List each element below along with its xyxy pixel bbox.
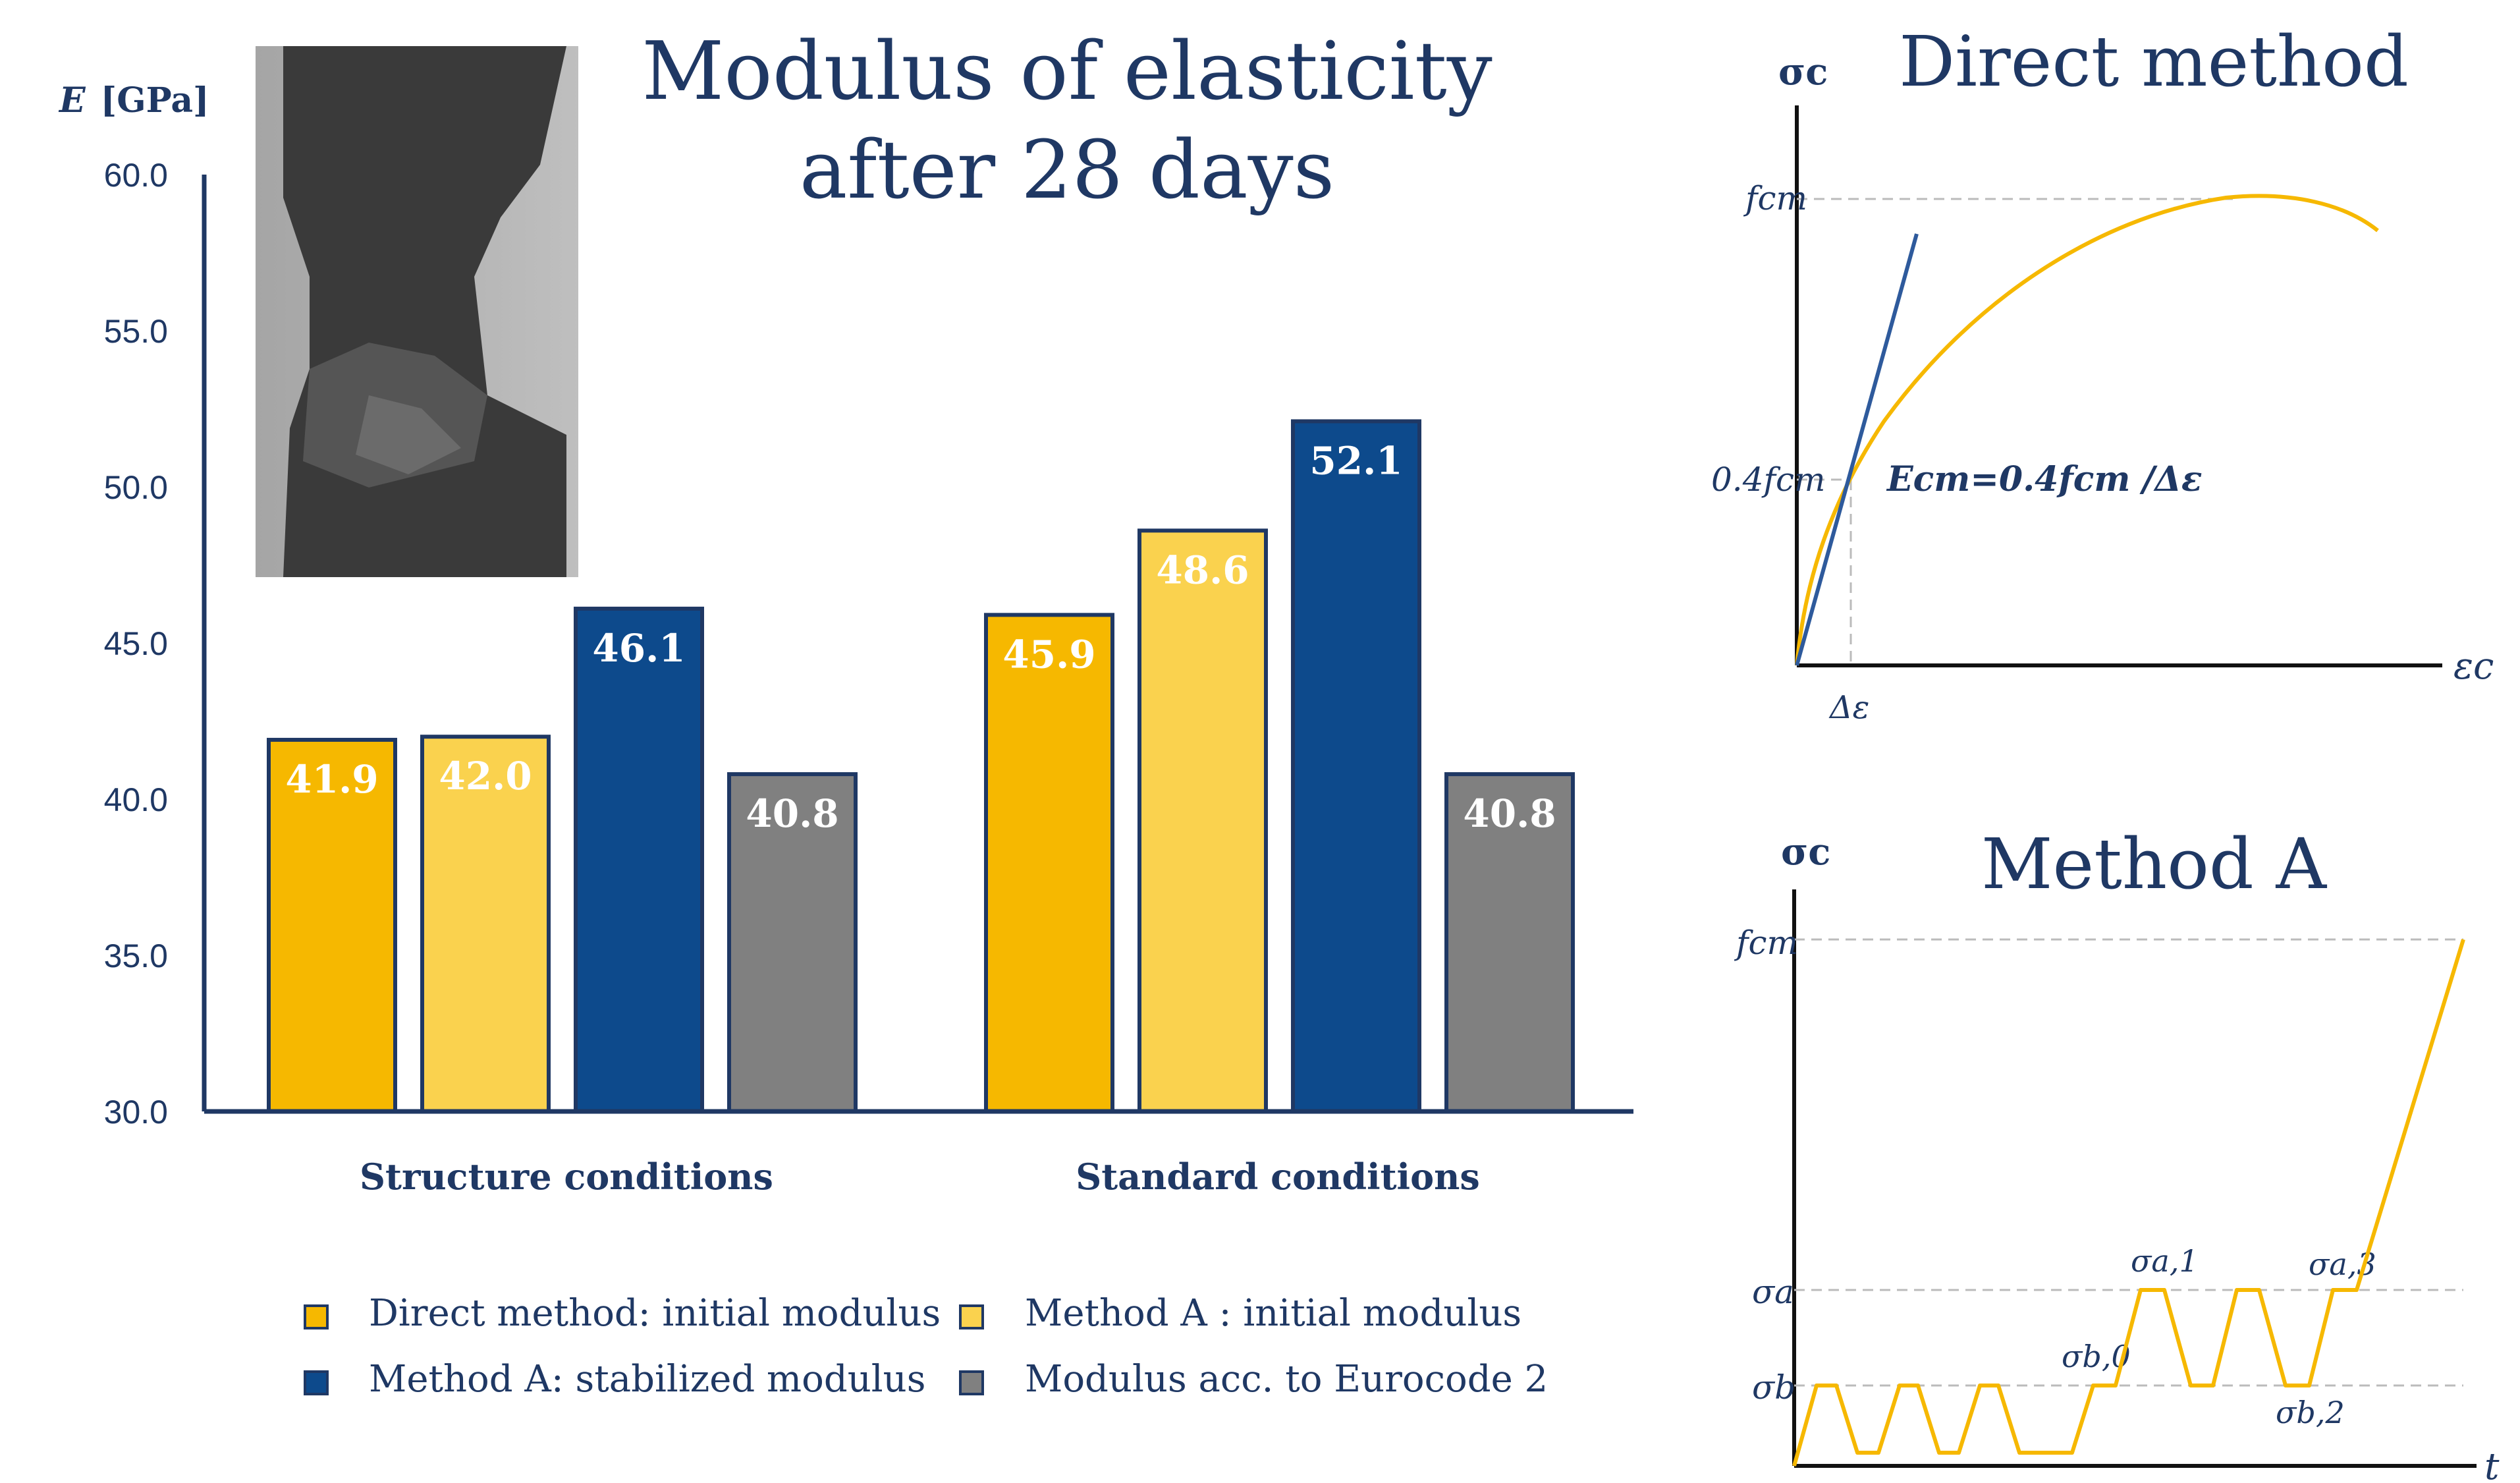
bars: 41.9 45.9 42.0 48.6 46.1 52.1 40.8 40.8	[267, 419, 1575, 1114]
direct-method-diagram: Direct method σc εc fcm 0.4fcm Δε Ecm=0.…	[1711, 21, 2494, 726]
sigma-b2-label: σb,2	[2276, 1395, 2345, 1430]
legend-swatch-method-a-stabilized	[304, 1370, 329, 1395]
legend-swatch-method-a-initial	[959, 1304, 984, 1329]
concrete-specimen-photo	[256, 46, 578, 577]
legend-swatch-direct	[304, 1304, 329, 1329]
bar-chart: Modulus of elasticity after 28 days E [G…	[58, 24, 1633, 1401]
y-tick-label: 30.0	[104, 1094, 168, 1131]
bar-value-label: 40.8	[1463, 791, 1556, 836]
direct-y-axis-label: σc	[1778, 50, 1828, 94]
bar-value-label: 40.8	[746, 791, 838, 836]
method-a-fcm-label: fcm	[1734, 924, 1798, 962]
chart-title-line1: Modulus of elasticity	[642, 24, 1492, 118]
method-a-title: Method A	[1981, 824, 2327, 905]
method-a-diagram: Method A σc t fcm σa σb σa,1 σa,3 σb,0 σ…	[1734, 824, 2500, 1483]
legend: Direct method: initial modulus Method A …	[304, 1292, 1548, 1401]
y-tick-label: 40.0	[104, 781, 168, 818]
loading-history-curve	[1792, 939, 2465, 1467]
bar	[727, 772, 858, 1113]
bar	[1291, 419, 1421, 1114]
category-label-standard: Standard conditions	[1076, 1156, 1480, 1198]
direct-fcm-label: fcm	[1743, 179, 1807, 217]
delta-eps-label: Δε	[1828, 689, 1869, 726]
y-tick-label: 35.0	[104, 937, 168, 974]
y-axis-unit: [GPa]	[101, 80, 209, 121]
ecm-formula: Ecm=0.4fcm /Δε	[1886, 459, 2202, 499]
direct-method-title: Direct method	[1899, 21, 2409, 102]
category-label-structure: Structure conditions	[360, 1156, 773, 1198]
legend-label-method-a-stabilized: Method A: stabilized modulus	[369, 1358, 925, 1401]
y-tick-labels: 30.0 35.0 40.0 45.0 50.0 55.0 60.0	[104, 157, 168, 1131]
stress-strain-curve	[1795, 194, 2379, 666]
sigma-a1-label: σa,1	[2131, 1243, 2199, 1279]
bar-value-label: 41.9	[285, 757, 378, 802]
secant-modulus-line	[1795, 233, 1919, 666]
y-tick-label: 45.0	[104, 625, 168, 662]
bar-value-label: 46.1	[592, 626, 685, 671]
sigma-a-label: σa	[1752, 1273, 1794, 1311]
chart-title-line2: after 28 days	[800, 123, 1335, 217]
bar-value-label: 52.1	[1309, 438, 1402, 483]
bar	[1137, 528, 1268, 1113]
bar	[984, 613, 1114, 1113]
legend-label-method-a-initial: Method A : initial modulus	[1025, 1292, 1521, 1335]
legend-swatch-eurocode	[959, 1370, 984, 1395]
y-tick-label: 50.0	[104, 469, 168, 506]
bar-value-label: 42.0	[439, 754, 532, 798]
bar-value-label: 45.9	[1002, 632, 1095, 677]
method-a-x-axis-label: t	[2484, 1445, 2500, 1483]
bar-value-label: 48.6	[1156, 547, 1249, 592]
method-a-y-axis-label: σc	[1781, 830, 1830, 874]
bar	[574, 606, 704, 1113]
direct-x-axis-label: εc	[2453, 645, 2494, 688]
y-tick-label: 60.0	[104, 157, 168, 194]
sigma-b-label: σb	[1752, 1368, 1795, 1407]
y-axis-symbol: E	[58, 80, 86, 121]
y-axis-label: E [GPa]	[58, 80, 209, 121]
direct-fcm04-label: 0.4fcm	[1711, 461, 1825, 499]
bar	[1444, 772, 1575, 1113]
y-tick-label: 55.0	[104, 313, 168, 350]
legend-label-eurocode: Modulus acc. to Eurocode 2	[1025, 1358, 1548, 1401]
legend-label-direct: Direct method: initial modulus	[369, 1292, 941, 1335]
